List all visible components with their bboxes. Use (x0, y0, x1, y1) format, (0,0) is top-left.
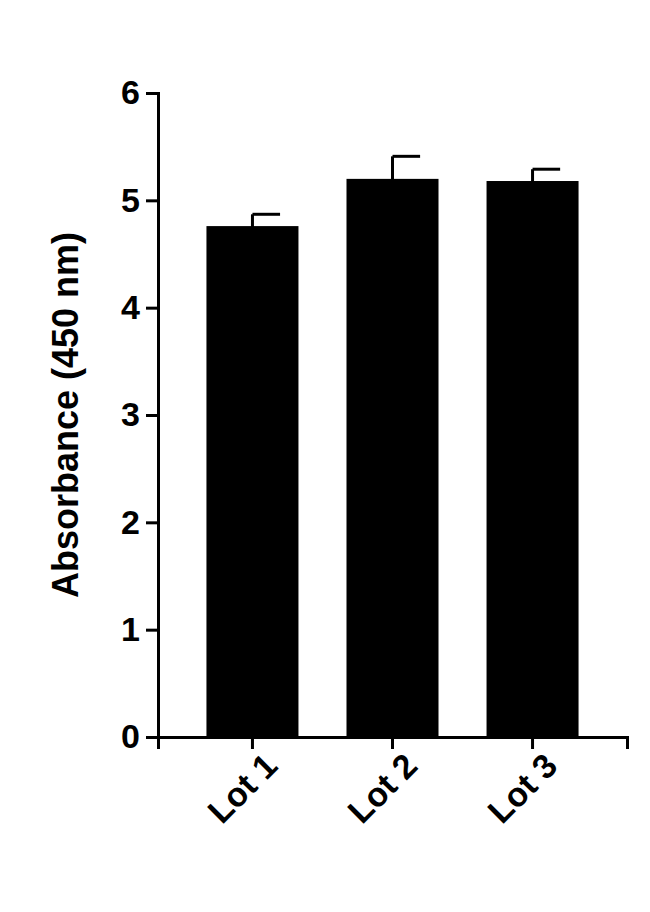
y-tick-mark (146, 414, 158, 417)
error-bar (252, 214, 280, 238)
y-tick-label: 1 (121, 610, 140, 648)
bar (487, 181, 579, 737)
y-tick-mark (146, 629, 158, 632)
error-line (251, 214, 254, 238)
x-tick: Lot 2 (340, 737, 424, 830)
y-axis: 0 1 2 3 4 5 6 (121, 73, 158, 755)
y-tick: 0 (121, 717, 158, 755)
x-tick-mark (391, 737, 394, 749)
y-axis-title: Absorbance (450 nm) (45, 232, 86, 598)
bar (206, 226, 298, 737)
bars (206, 156, 578, 737)
x-tick-label: Lot 2 (340, 746, 424, 830)
x-axis-line (159, 738, 628, 750)
error-cap (252, 213, 280, 216)
y-tick-label: 3 (121, 395, 140, 433)
y-tick: 3 (121, 395, 158, 433)
y-tick: 1 (121, 610, 158, 648)
x-tick-mark (531, 737, 534, 749)
bar (346, 179, 438, 737)
x-tick-label: Lot 1 (200, 746, 284, 830)
y-tick-label: 4 (121, 288, 140, 326)
y-tick: 2 (121, 503, 158, 541)
y-tick-label: 2 (121, 503, 140, 541)
y-tick-mark (146, 521, 158, 524)
y-tick-label: 5 (121, 181, 140, 219)
x-axis: Lot 1 Lot 2 Lot 3 (159, 737, 628, 830)
x-tick: Lot 3 (480, 737, 564, 830)
y-tick: 4 (121, 288, 158, 326)
y-tick-mark (146, 92, 158, 95)
error-bar (393, 156, 421, 201)
x-tick: Lot 1 (200, 737, 284, 830)
error-cap (533, 168, 561, 171)
y-tick: 6 (121, 73, 158, 111)
y-tick-mark (146, 307, 158, 310)
y-tick-label: 6 (121, 73, 140, 111)
y-tick: 5 (121, 181, 158, 219)
y-tick-mark (146, 736, 158, 739)
x-tick-mark (251, 737, 254, 749)
y-tick-label: 0 (121, 717, 140, 755)
error-line (531, 169, 534, 193)
y-axis-line (146, 94, 159, 738)
error-line (391, 156, 394, 201)
x-tick-label: Lot 3 (480, 746, 564, 830)
chart: 0 1 2 3 4 5 6 Lot 1 Lot 2 Lot 3 Absorbance (450 nm… (0, 0, 650, 912)
error-cap (393, 155, 421, 158)
error-bar (533, 169, 561, 193)
y-tick-mark (146, 199, 158, 202)
